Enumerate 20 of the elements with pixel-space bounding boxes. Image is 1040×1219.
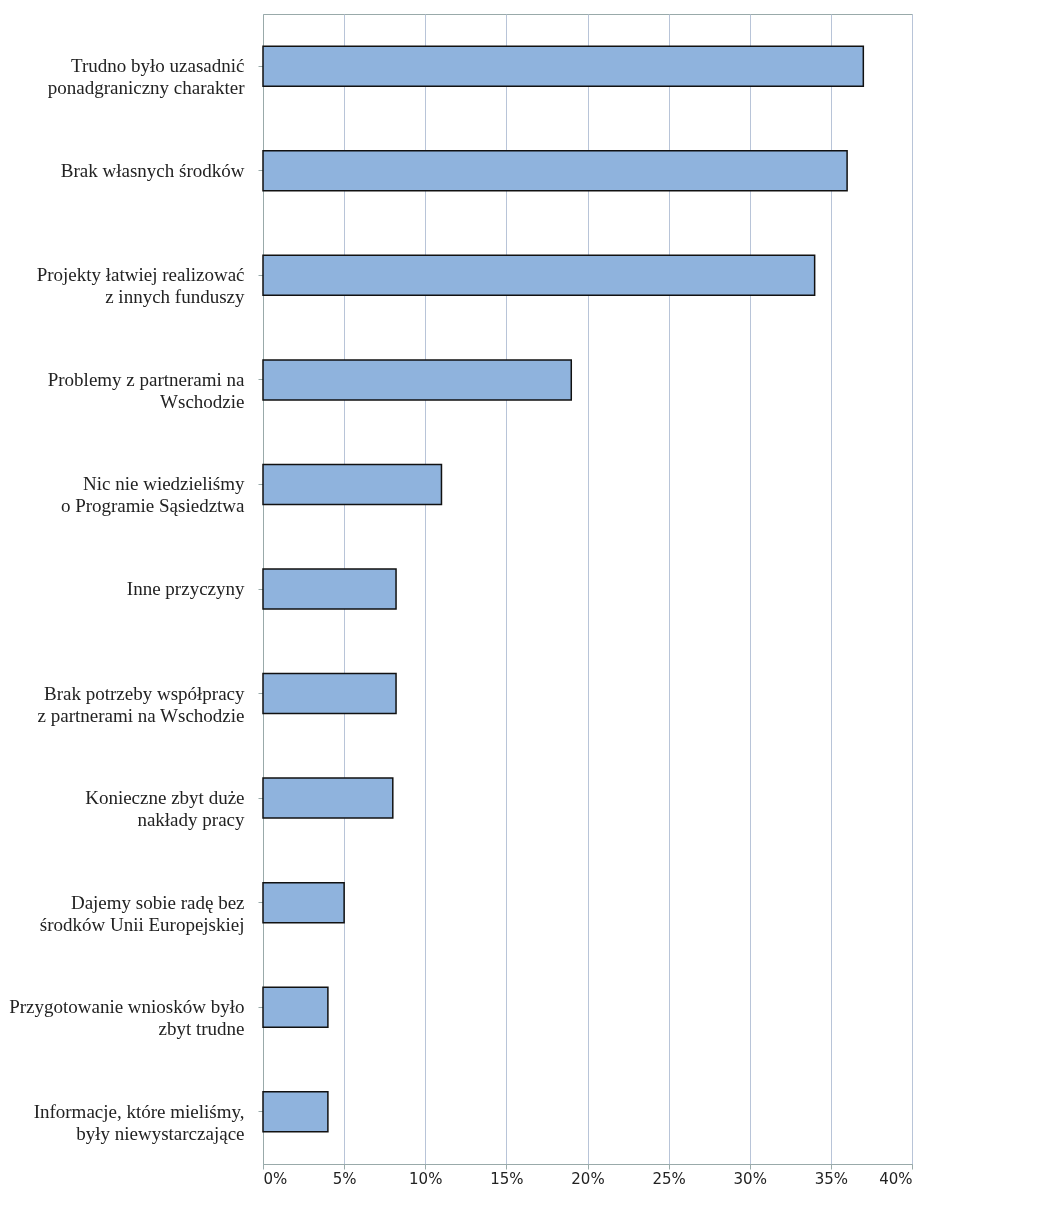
- y-tick-label: Brak własnych środków: [60, 159, 245, 181]
- x-tick-label: 20%: [571, 1169, 605, 1188]
- y-tick-label: Projekty łatwiej realizować z innych funduszy: [36, 264, 245, 308]
- x-tick-label: 35%: [814, 1169, 849, 1188]
- y-tick-label: Inne przyczyny: [126, 578, 245, 599]
- y-tick-label: Informacje, które mieliśmy, były niewystarczające: [33, 1100, 245, 1144]
- x-tick-label: 25%: [652, 1169, 686, 1188]
- x-tick-label: 0%: [263, 1169, 288, 1188]
- y-tick-label: Przygotowanie wniosków było zbyt trudne: [9, 996, 245, 1040]
- x-tick-label: 5%: [332, 1169, 357, 1188]
- y-tick-label: Brak potrzeby współpracy z partnerami na Wschodzie: [37, 682, 245, 726]
- y-tick-label: Konieczne zbyt duże nakłady pracy: [85, 787, 245, 831]
- x-tick-label: 15%: [490, 1169, 524, 1188]
- x-tick-label: 10%: [409, 1169, 443, 1188]
- y-tick-label: Dajemy sobie radę bez środków Unii Europejskiej: [39, 891, 245, 935]
- y-tick-label: Problemy z partnerami na Wschodzie: [47, 368, 246, 412]
- y-tick-label: Trudno było uzasadnić ponadgraniczny charakter: [47, 55, 246, 99]
- x-tick-label: 40%: [879, 1169, 913, 1188]
- y-tick-label: Nic nie wiedzieliśmy o Programie Sąsiedztwa: [60, 473, 246, 517]
- x-tick-label: 30%: [733, 1169, 767, 1188]
